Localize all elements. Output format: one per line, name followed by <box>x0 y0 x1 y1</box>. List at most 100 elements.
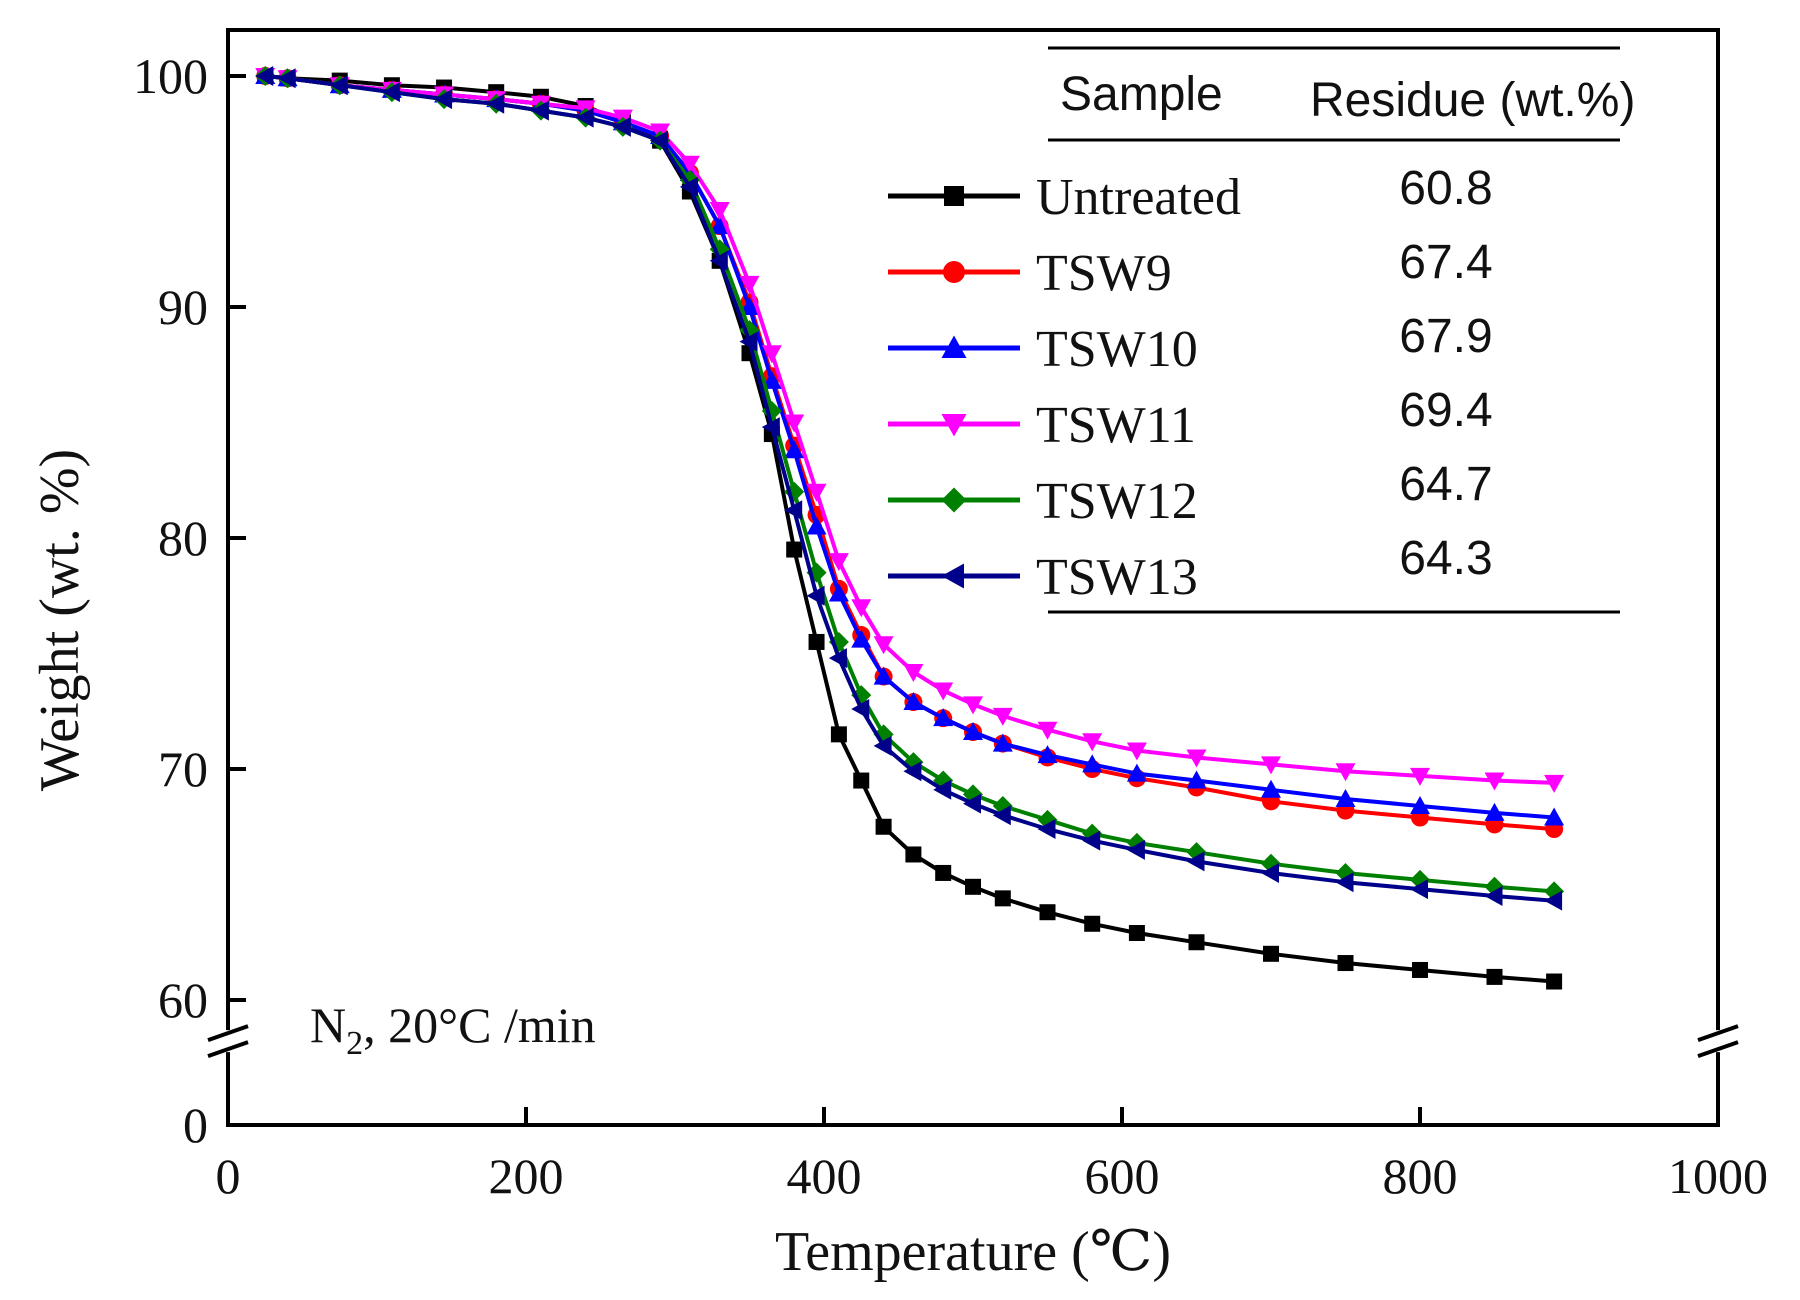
series-point <box>329 75 348 96</box>
legend-row: TSW13 64.3 <box>888 532 1493 606</box>
series-point <box>1544 807 1565 826</box>
series-point <box>1126 763 1147 782</box>
series-tsw11 <box>255 68 1565 793</box>
series-point <box>935 864 952 881</box>
series-point <box>1128 925 1145 942</box>
series-point <box>873 636 894 655</box>
series-point <box>933 708 954 727</box>
series-group <box>255 66 1565 990</box>
series-point <box>992 805 1011 826</box>
series-point <box>530 100 549 121</box>
series-tsw13 <box>255 66 1563 911</box>
annotation-subscript: 2 <box>346 1025 363 1062</box>
series-point <box>255 66 274 86</box>
series-point <box>739 297 760 315</box>
legend-marker <box>941 335 967 358</box>
series-point <box>992 707 1013 726</box>
legend-residue: 67.4 <box>1399 236 1492 289</box>
x-tick-label: 600 <box>1085 1148 1160 1204</box>
legend-residue: 69.4 <box>1399 384 1492 437</box>
series-point <box>1412 961 1428 978</box>
series-point <box>1186 749 1207 768</box>
series-point <box>965 878 981 895</box>
x-tick-label: 1000 <box>1668 1148 1768 1204</box>
series-point <box>784 414 805 433</box>
series-point <box>828 648 847 669</box>
series-point <box>1188 934 1205 951</box>
series-point <box>851 599 872 618</box>
series-point <box>1084 915 1101 932</box>
series-point <box>679 176 698 197</box>
series-point <box>1082 830 1101 851</box>
series-point <box>1126 742 1147 761</box>
series-point <box>709 216 730 235</box>
legend-label: TSW9 <box>1036 245 1172 302</box>
x-tick-label: 200 <box>489 1148 564 1204</box>
series-point <box>761 417 780 438</box>
series-point <box>903 663 924 682</box>
series-point <box>828 553 849 572</box>
series-point <box>903 761 922 782</box>
series-point <box>679 155 700 174</box>
axis-break-marks <box>207 1024 1739 1059</box>
series-point <box>1486 968 1503 985</box>
series-point <box>806 585 825 606</box>
y-tick-label: 80 <box>158 510 208 566</box>
series-point <box>828 583 849 602</box>
legend-residue: 67.9 <box>1399 310 1492 363</box>
series-line <box>265 74 1555 785</box>
series-point <box>1126 839 1145 860</box>
series-line <box>265 74 1555 832</box>
series-point <box>851 698 870 719</box>
series-point <box>1337 955 1354 972</box>
series-point <box>1082 754 1103 773</box>
legend-label: Untreated <box>1036 169 1241 226</box>
series-point <box>1037 721 1058 740</box>
legend-row: TSW10 67.9 <box>888 310 1493 378</box>
legend-marker <box>941 563 964 589</box>
table-header-residue: Residue (wt.%) <box>1310 74 1635 127</box>
series-point <box>1410 767 1430 786</box>
axis-break-slash <box>207 1024 249 1043</box>
y-tick-label: 70 <box>158 741 208 797</box>
y-tick-label: 90 <box>158 279 208 335</box>
plot-frame <box>226 28 1720 1127</box>
series-point <box>709 250 728 271</box>
series-point <box>434 89 453 110</box>
y-tick-label: 60 <box>158 972 208 1028</box>
series-point <box>963 696 983 715</box>
series-point <box>1546 973 1563 990</box>
series-point <box>1484 802 1505 821</box>
series-point <box>806 516 827 535</box>
series-point <box>875 818 892 835</box>
series-point <box>784 500 803 521</box>
series-point <box>761 370 782 389</box>
series-point <box>933 682 954 701</box>
series-point <box>963 793 981 814</box>
series-tsw9 <box>256 67 1564 839</box>
series-point <box>873 735 892 756</box>
legend-label: TSW12 <box>1036 473 1198 530</box>
y-axis-ticks: 0 60 70 80 90 100 <box>133 48 246 1153</box>
series-point <box>1261 756 1281 775</box>
legend-label: TSW10 <box>1036 321 1198 378</box>
legend-label: TSW13 <box>1036 549 1198 606</box>
series-point <box>761 345 782 364</box>
series-point <box>650 130 669 151</box>
series-point <box>1261 862 1279 883</box>
series-point <box>1186 851 1205 872</box>
y-tick-label: 0 <box>183 1097 208 1153</box>
series-point <box>612 116 631 137</box>
series-point <box>709 201 730 220</box>
legend-table: Sample Residue (wt.%) Untreated 60.8 TSW9 6… <box>888 46 1635 614</box>
series-point <box>1039 904 1056 921</box>
series-point <box>830 726 847 743</box>
x-tick-label: 0 <box>216 1148 241 1204</box>
series-point <box>1263 945 1279 962</box>
series-point <box>486 93 505 114</box>
legend-marker <box>941 487 967 513</box>
legend-residue: 64.3 <box>1399 532 1492 585</box>
legend-label: TSW11 <box>1036 397 1196 454</box>
